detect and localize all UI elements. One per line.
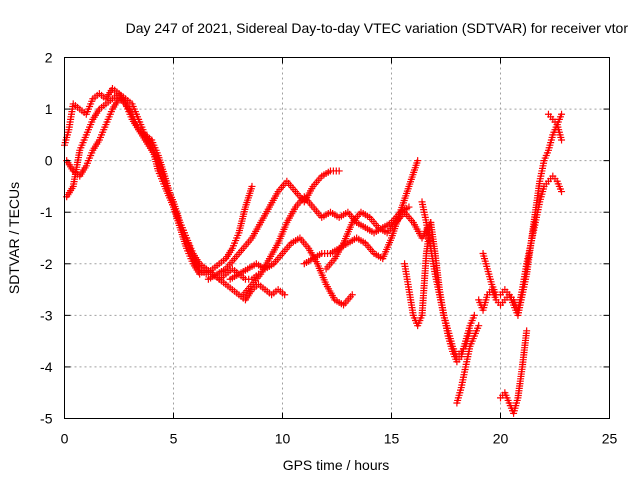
data-point (475, 322, 483, 330)
x-tick-label: 15 (384, 431, 400, 447)
series-13 (497, 327, 531, 417)
series-5 (239, 193, 413, 299)
x-tick-label: 25 (602, 431, 618, 447)
series-10 (453, 322, 483, 407)
y-tick-label: -1 (40, 204, 53, 220)
y-tick-label: -5 (40, 411, 53, 427)
y-axis-label: SDTVAR / TECUs (6, 182, 22, 294)
data-point (558, 188, 566, 196)
y-tick-label: -4 (40, 359, 53, 375)
plot-frame (64, 57, 610, 419)
data-point (281, 291, 289, 299)
data-points (61, 84, 566, 417)
axis-ticks (64, 57, 610, 419)
data-point (414, 157, 422, 165)
data-point (348, 291, 356, 299)
chart-title: Day 247 of 2021, Sidereal Day-to-day VTE… (126, 20, 629, 36)
x-tick-label: 0 (61, 431, 69, 447)
y-tick-label: 0 (45, 153, 53, 169)
data-point (558, 110, 566, 118)
y-tick-label: 1 (45, 101, 53, 117)
data-point (558, 136, 566, 144)
grid-lines (64, 57, 610, 419)
x-tick-label: 5 (170, 431, 178, 447)
data-point (405, 203, 413, 211)
data-point (248, 182, 256, 190)
y-tick-label: -2 (40, 256, 53, 272)
data-point (335, 167, 343, 175)
y-tick-label: 2 (45, 50, 53, 66)
x-axis-label: GPS time / hours (283, 457, 390, 473)
series-9 (418, 198, 478, 366)
data-point (470, 311, 478, 319)
x-tick-labels: 0 5 10 15 20 25 (61, 431, 618, 447)
y-tick-labels: -5 -4 -3 -2 -1 0 1 2 (40, 50, 53, 427)
y-tick-label: -3 (40, 307, 53, 323)
series-14 (544, 110, 566, 144)
data-point (523, 327, 531, 335)
series-3 (204, 167, 343, 283)
x-tick-label: 10 (275, 431, 291, 447)
x-tick-label: 20 (493, 431, 509, 447)
